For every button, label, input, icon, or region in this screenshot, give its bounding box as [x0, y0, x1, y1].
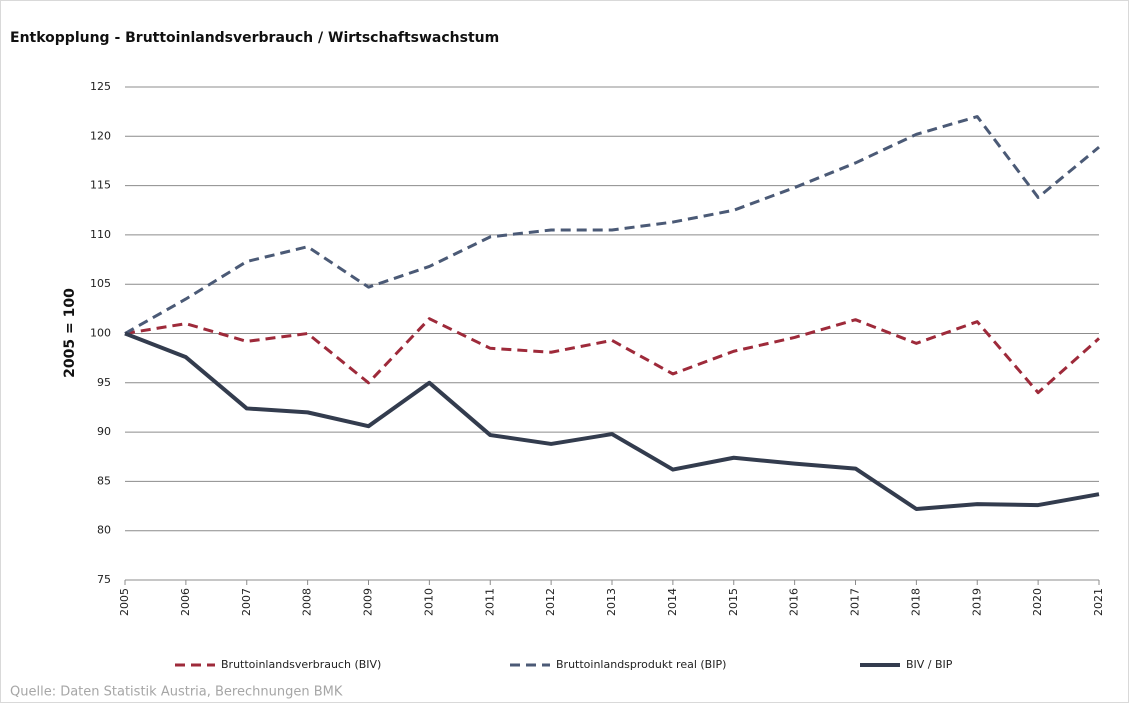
- y-tick-label: 100: [90, 327, 111, 340]
- x-tick-label: 2013: [605, 588, 618, 616]
- x-tick-label: 2008: [301, 588, 314, 616]
- x-tick-label: 2006: [179, 588, 192, 616]
- x-tick-label: 2010: [422, 588, 435, 616]
- x-tick-label: 2021: [1092, 588, 1105, 616]
- y-tick-label: 105: [90, 277, 111, 290]
- y-tick-label: 115: [90, 179, 111, 192]
- x-tick-label: 2018: [909, 588, 922, 616]
- y-tick-label: 120: [90, 129, 111, 142]
- y-tick-label: 110: [90, 228, 111, 241]
- x-tick-label: 2012: [544, 588, 557, 616]
- y-tick-label: 125: [90, 80, 111, 93]
- x-tick-label: 2020: [1031, 588, 1044, 616]
- series-line: [124, 331, 1100, 512]
- y-tick-label: 75: [97, 573, 111, 586]
- y-axis-label: 2005 = 100: [62, 288, 78, 378]
- x-tick-label: 2017: [849, 588, 862, 616]
- x-tick-label: 2011: [483, 588, 496, 616]
- legend-label: Bruttoinlandsverbrauch (BIV): [221, 658, 381, 671]
- chart-title: Entkopplung - Bruttoinlandsverbrauch / W…: [10, 30, 499, 46]
- y-tick-label: 85: [97, 474, 111, 487]
- legend-label: Bruttoinlandsprodukt real (BIP): [556, 658, 726, 671]
- y-tick-label: 80: [97, 524, 111, 537]
- x-tick-label: 2019: [970, 588, 983, 616]
- x-tick-label: 2007: [240, 588, 253, 616]
- x-tick-label: 2015: [727, 588, 740, 616]
- y-tick-label: 90: [97, 425, 111, 438]
- source-note: Quelle: Daten Statistik Austria, Berechn…: [10, 685, 343, 700]
- series-line: [124, 115, 1100, 335]
- x-tick-label: 2016: [788, 588, 801, 616]
- x-tick-label: 2009: [362, 588, 375, 616]
- x-tick-label: 2014: [666, 588, 679, 616]
- y-tick-label: 95: [97, 376, 111, 389]
- x-tick-label: 2005: [118, 588, 131, 616]
- series-line: [124, 317, 1100, 395]
- legend-label: BIV / BIP: [906, 658, 953, 671]
